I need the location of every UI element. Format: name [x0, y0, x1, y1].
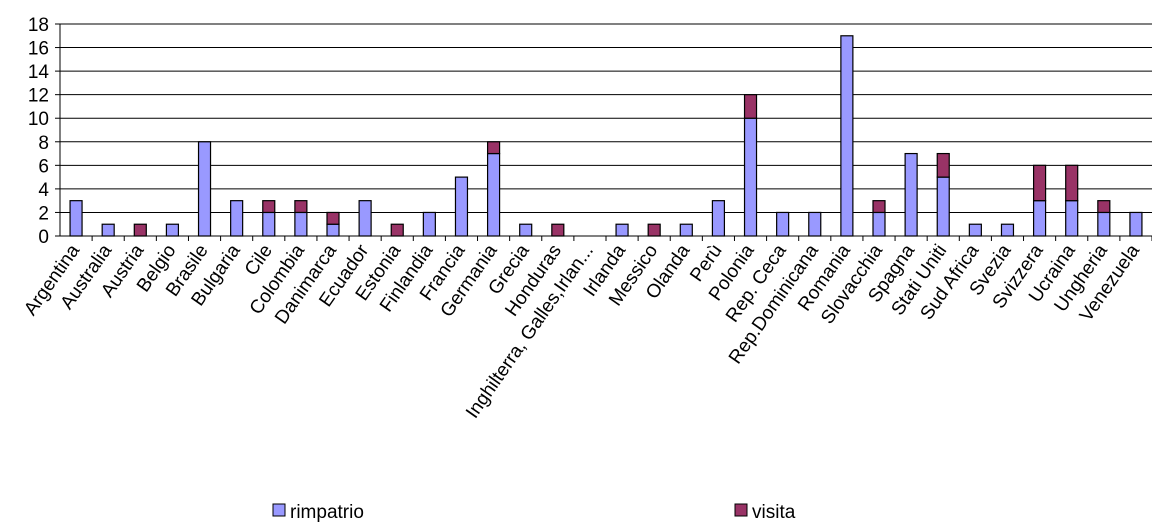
bar-rimpatrio — [776, 211, 790, 237]
y-tick-label: 2 — [38, 203, 49, 224]
bar-rimpatrio — [1129, 211, 1143, 237]
bar-rimpatrio — [358, 200, 372, 237]
bar-rimpatrio — [262, 211, 276, 237]
y-tick-label: 12 — [28, 86, 49, 107]
y-tick-label: 16 — [28, 39, 49, 60]
bars — [69, 35, 1143, 237]
bar-rimpatrio — [1065, 200, 1079, 237]
bar-visita — [262, 200, 276, 214]
bar-rimpatrio — [294, 211, 308, 237]
bar-visita — [1032, 164, 1047, 202]
legend-label-visita: visita — [752, 502, 796, 523]
y-tick-label: 6 — [38, 156, 49, 177]
bar-rimpatrio — [615, 223, 629, 237]
bar-rimpatrio — [422, 211, 436, 237]
bar-rimpatrio — [840, 35, 854, 237]
bar-rimpatrio — [486, 152, 501, 237]
bar-visita — [647, 223, 661, 237]
bar-visita — [936, 152, 950, 178]
bar-visita — [743, 94, 758, 119]
legend-label-rimpatrio: rimpatrio — [290, 502, 364, 523]
legend-swatch-visita — [734, 503, 748, 517]
y-tick-label: 8 — [38, 133, 49, 154]
bar-visita — [326, 211, 340, 225]
bar-rimpatrio — [936, 176, 950, 237]
bar-rimpatrio — [1032, 200, 1047, 237]
bar-rimpatrio — [1097, 211, 1111, 237]
y-tick-label: 4 — [38, 180, 49, 201]
bar-rimpatrio — [454, 176, 469, 237]
bar-rimpatrio — [101, 223, 115, 237]
bar-rimpatrio — [872, 211, 886, 237]
y-tick-label: 18 — [28, 15, 49, 36]
y-tick-label: 0 — [38, 227, 49, 248]
bar-visita — [390, 223, 404, 237]
bar-rimpatrio — [197, 141, 212, 237]
bar-visita — [1065, 164, 1079, 202]
legend-swatch-rimpatrio — [272, 503, 286, 517]
y-tick-label: 10 — [28, 109, 49, 130]
x-axis-ticks: ArgentinaAustraliaAustriaBelgioBrasileBu… — [20, 236, 1152, 422]
legend: rimpatrio visita — [272, 502, 796, 523]
bar-visita — [294, 200, 308, 214]
bar-rimpatrio — [230, 200, 244, 237]
axes — [59, 24, 1152, 237]
bar-rimpatrio — [69, 200, 83, 237]
bar-rimpatrio — [326, 223, 340, 237]
bar-rimpatrio — [968, 223, 982, 237]
gridlines — [60, 23, 1152, 213]
bar-visita — [486, 141, 501, 155]
bar-visita — [133, 223, 147, 237]
bar-rimpatrio — [1000, 223, 1015, 237]
bar-rimpatrio — [165, 223, 180, 237]
bar-rimpatrio — [679, 223, 693, 237]
bar-rimpatrio — [711, 200, 726, 237]
y-tick-label: 14 — [28, 62, 50, 83]
bar-rimpatrio — [904, 152, 918, 237]
bar-visita — [1097, 200, 1111, 214]
bar-rimpatrio — [743, 117, 758, 237]
bar-visita — [872, 200, 886, 214]
bar-rimpatrio — [808, 211, 822, 237]
bar-rimpatrio — [519, 223, 533, 237]
bar-visita — [551, 223, 565, 237]
